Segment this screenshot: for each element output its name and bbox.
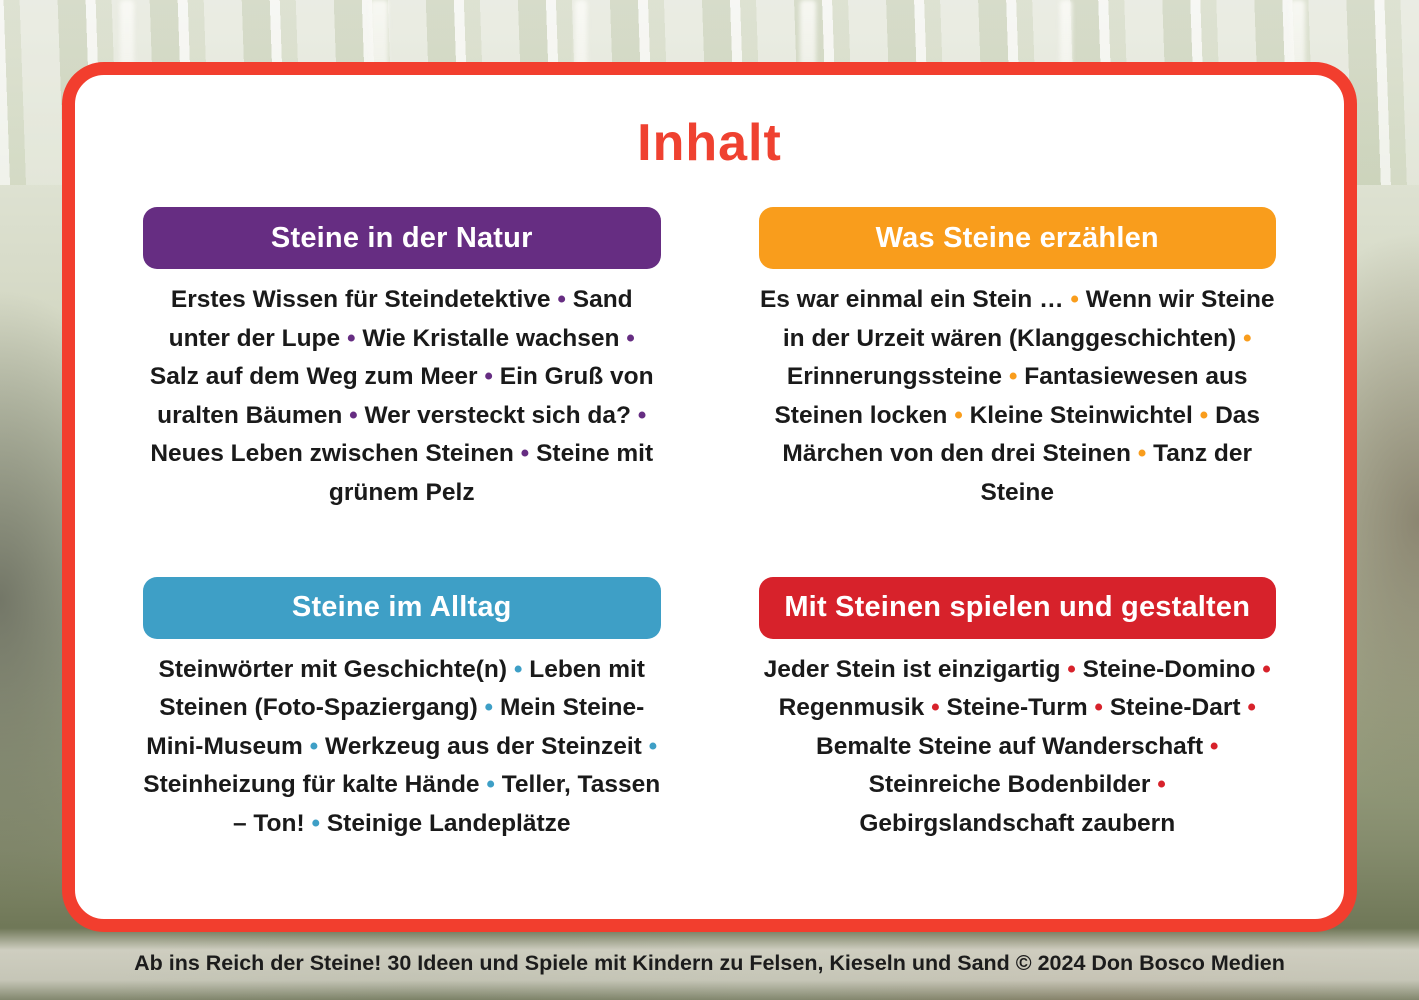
toc-item: Salz auf dem Weg zum Meer xyxy=(149,363,478,391)
bullet-separator: • xyxy=(1192,401,1216,429)
bullet-separator: • xyxy=(304,809,327,837)
toc-item: Jeder Stein ist einzigartig xyxy=(763,655,1061,683)
section-items-was-steine-erzaehlen: Es war einmal ein Stein … • Wenn wir Ste… xyxy=(759,281,1277,513)
section-header-steine-in-der-natur: Steine in der Natur xyxy=(143,207,661,269)
toc-item: Erstes Wissen für Steindetektive xyxy=(170,286,551,313)
bullet-separator: • xyxy=(630,401,647,429)
toc-item: Steinige Landeplätze xyxy=(326,809,571,837)
toc-item: Gebirgslandschaft zaubern xyxy=(859,809,1176,837)
bullet-separator: • xyxy=(513,440,537,468)
toc-item: Steinreiche Bodenbilder xyxy=(868,771,1151,799)
content-card-inner: Inhalt Steine in der Natur Erstes Wissen… xyxy=(75,75,1344,844)
bullet-separator: • xyxy=(1203,732,1219,760)
section-items-mit-steinen-spielen: Jeder Stein ist einzigartig • Steine-Dom… xyxy=(759,651,1277,844)
page-title: Inhalt xyxy=(637,114,782,172)
toc-item: Ein Gruß von uralten Bäumen xyxy=(157,363,654,429)
bullet-separator: • xyxy=(1002,363,1025,391)
content-card: Inhalt Steine in der Natur Erstes Wissen… xyxy=(62,62,1357,932)
bullet-separator: • xyxy=(477,363,500,391)
toc-item: Steinwörter mit Geschichte(n) xyxy=(158,655,508,683)
toc-item: Tanz der Steine xyxy=(980,440,1253,506)
toc-item: Mein Steine-Mini-Museum xyxy=(146,694,645,760)
bullet-separator: • xyxy=(507,655,530,683)
bullet-separator: • xyxy=(641,732,658,760)
bullet-separator: • xyxy=(477,694,500,722)
section-items-steine-in-der-natur: Erstes Wissen für Steindetektive • Sand … xyxy=(143,281,661,513)
bullet-separator: • xyxy=(1236,324,1252,352)
toc-item: Wer versteckt sich da? xyxy=(364,401,631,429)
toc-item: Steine-Domino xyxy=(1082,655,1256,683)
toc-item: Leben mit Steinen (Foto-Spaziergang) xyxy=(159,655,645,722)
bullet-separator: • xyxy=(1240,694,1256,722)
bullet-separator: • xyxy=(342,401,365,429)
bullet-separator: • xyxy=(1060,655,1083,683)
toc-item: Teller, Tassen – Ton! xyxy=(232,771,661,837)
toc-item: Erinnerungssteine xyxy=(786,363,1003,391)
section-header-was-steine-erzaehlen: Was Steine erzählen xyxy=(758,207,1276,269)
toc-item: Das Märchen von den drei Steinen xyxy=(782,401,1261,468)
toc-item: Steinheizung für kalte Hände xyxy=(143,771,480,799)
toc-item: Wenn wir Steine in der Urzeit wären (Kla… xyxy=(782,286,1275,352)
section-steine-im-alltag: Steine im Alltag Steinwörter mit Geschic… xyxy=(143,576,661,844)
toc-item: Steine mit grünem Pelz xyxy=(328,440,654,506)
section-steine-in-der-natur: Steine in der Natur Erstes Wissen für St… xyxy=(143,207,661,513)
toc-item: Kleine Steinwichtel xyxy=(969,401,1193,429)
bullet-separator: • xyxy=(1063,286,1086,313)
bullet-separator: • xyxy=(947,401,970,429)
bullet-separator: • xyxy=(1255,655,1271,683)
toc-item: Neues Leben zwischen Steinen xyxy=(150,440,514,468)
toc-item: Sand unter der Lupe xyxy=(168,286,633,352)
toc-item: Steine-Dart xyxy=(1109,694,1241,722)
bullet-separator: • xyxy=(1087,694,1110,722)
toc-item: Es war einmal ein Stein … xyxy=(759,286,1064,313)
toc-item: Werkzeug aus der Steinzeit xyxy=(325,732,642,760)
bullet-separator: • xyxy=(479,771,502,799)
bullet-separator: • xyxy=(619,324,635,352)
toc-item: Steine-Turm xyxy=(946,694,1088,722)
toc-item: Fantasiewesen aus Steinen locken xyxy=(774,363,1248,429)
toc-item: Wie Kristalle wachsen xyxy=(362,324,620,352)
bullet-separator: • xyxy=(1150,771,1166,799)
bullet-separator: • xyxy=(340,324,363,352)
section-was-steine-erzaehlen: Was Steine erzählen Es war einmal ein St… xyxy=(758,207,1277,513)
footer-credit: Ab ins Reich der Steine! 30 Ideen und Sp… xyxy=(134,951,1285,975)
bullet-separator: • xyxy=(1130,440,1154,468)
section-header-mit-steinen-spielen: Mit Steinen spielen und gestalten xyxy=(758,576,1276,639)
bullet-separator: • xyxy=(924,694,947,722)
bullet-separator: • xyxy=(302,732,326,760)
bullet-separator: • xyxy=(550,286,573,313)
toc-item: Bemalte Steine auf Wanderschaft xyxy=(816,732,1204,760)
sections-grid: Steine in der Natur Erstes Wissen für St… xyxy=(143,207,1276,844)
section-items-steine-im-alltag: Steinwörter mit Geschichte(n) • Leben mi… xyxy=(143,651,661,844)
section-mit-steinen-spielen: Mit Steinen spielen und gestalten Jeder … xyxy=(758,576,1277,844)
section-header-steine-im-alltag: Steine im Alltag xyxy=(143,576,661,639)
toc-item: Regenmusik xyxy=(778,694,925,722)
